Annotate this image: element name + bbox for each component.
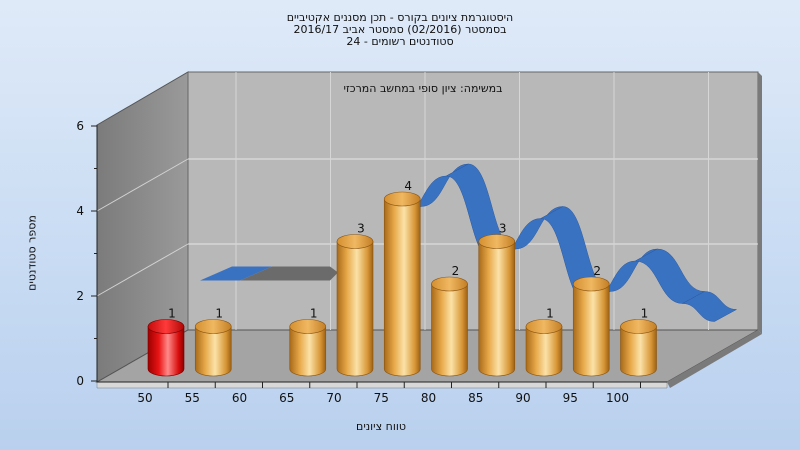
bar-top	[525, 319, 563, 334]
x-tick-label: 65	[279, 391, 294, 405]
bar	[431, 283, 468, 377]
x-tick-label: 55	[185, 391, 200, 405]
bar	[572, 283, 610, 377]
title-line-3: סטודנטים רשומים - 24	[346, 35, 454, 48]
y-axis-label: מספר סטודנטים	[25, 215, 39, 291]
bar-top	[289, 319, 327, 334]
x-tick-label: 60	[232, 391, 247, 405]
y-tick-label: 6	[76, 119, 84, 133]
axes: 0 2 4 6 50 55 60 65 70 75 80 85 90 95 100	[76, 119, 667, 405]
x-tick-label: 95	[563, 391, 578, 405]
x-axis-label: טווח ציונים	[356, 420, 406, 433]
data-labels: 1 1 1 3 4 2 3 1 2 1	[168, 179, 648, 321]
y-tick-label: 0	[76, 374, 84, 388]
data-label: 3	[499, 222, 507, 236]
gridline-side	[96, 243, 189, 297]
x-tick-label: 100	[606, 391, 629, 405]
x-tick-label: 85	[468, 391, 483, 405]
bar-highlighted	[147, 326, 185, 377]
title-line-1: היסטוגרמת ציונים בקורס - תכן מסננים אקטי…	[286, 11, 514, 24]
bar-top	[431, 276, 468, 292]
x-tick-label: 90	[515, 391, 530, 405]
bar-top	[383, 191, 421, 207]
bar	[289, 326, 327, 377]
data-label: 2	[593, 264, 601, 278]
bar-top	[336, 234, 374, 249]
data-label: 3	[357, 222, 365, 236]
floor-right-edge	[667, 330, 762, 388]
ribbon-flat-grey	[240, 266, 338, 281]
data-label: 1	[168, 307, 176, 321]
data-label: 4	[404, 179, 412, 193]
bar	[194, 326, 232, 377]
bars	[147, 191, 657, 377]
bar-top	[147, 319, 185, 334]
gridline-side	[96, 158, 189, 212]
ribbon-flat-blue	[200, 266, 272, 281]
x-tick-label: 50	[137, 391, 152, 405]
data-label: 1	[641, 307, 649, 321]
chart-subtitle: במשימה: ציון סופי במחשב המרכזי	[343, 82, 503, 95]
bar	[620, 326, 657, 377]
y-tick-label: 2	[76, 289, 84, 303]
bar-top	[478, 234, 516, 249]
x-tick-label: 80	[421, 391, 436, 405]
floor-front-edge	[96, 381, 668, 389]
bar	[336, 241, 374, 377]
ribbon-segment	[682, 291, 737, 322]
data-label: 1	[546, 307, 554, 321]
bar-top	[194, 319, 232, 334]
bar-top	[572, 276, 610, 292]
bar	[525, 326, 563, 377]
bar	[383, 198, 421, 377]
x-tick-label: 70	[326, 391, 341, 405]
x-tick-label: 75	[374, 391, 389, 405]
bar	[478, 241, 516, 377]
back-wall-right-edge	[758, 72, 762, 334]
title-line-2: בסמסטר (02/2016) סמסטר אביב 2016/17	[293, 23, 507, 36]
data-label: 2	[452, 264, 460, 278]
data-label: 1	[215, 307, 223, 321]
data-label: 1	[310, 307, 318, 321]
y-tick-label: 4	[76, 204, 84, 218]
bar-top	[620, 319, 657, 334]
